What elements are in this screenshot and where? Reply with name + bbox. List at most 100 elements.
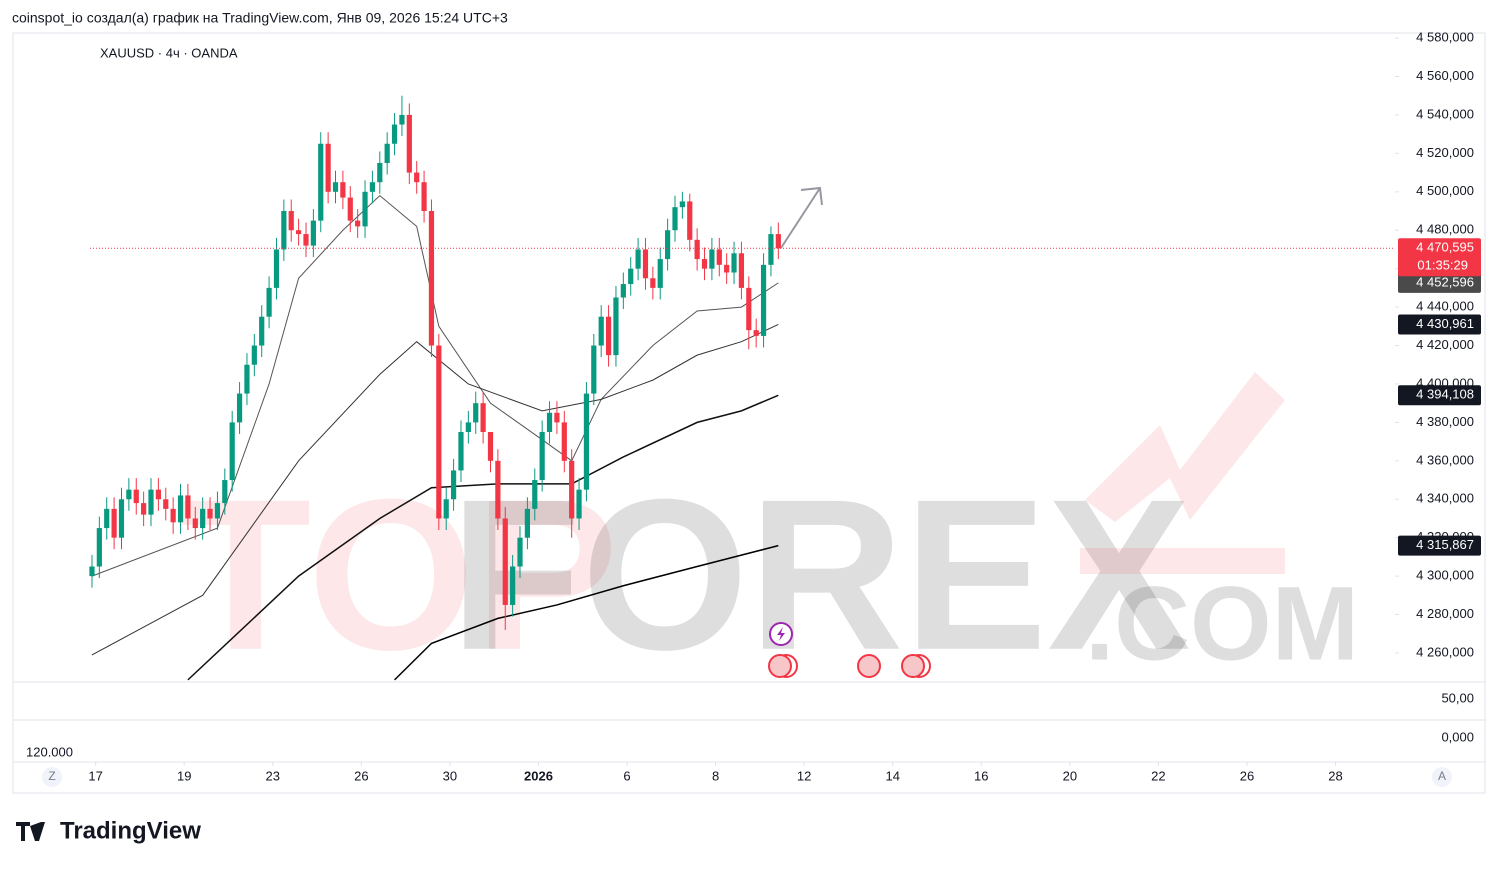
candle-body <box>546 412 553 433</box>
candle-body <box>554 412 560 423</box>
candle-body <box>576 489 582 519</box>
candle-body <box>369 182 376 192</box>
y-tick-label: 4 540,000 <box>1416 106 1474 121</box>
candle-body <box>281 211 287 250</box>
x-tick-label: 14 <box>885 768 899 783</box>
event-icon[interactable] <box>857 654 881 678</box>
x-tick-label: 2026 <box>524 768 553 783</box>
candle-body <box>406 114 412 173</box>
candle-body <box>163 499 169 509</box>
event-icon[interactable] <box>901 654 925 678</box>
candle-body <box>296 230 302 235</box>
candle-body <box>236 393 243 423</box>
candle-body <box>679 201 685 208</box>
candle-body <box>104 508 110 529</box>
y-tick-label: 4 380,000 <box>1416 414 1474 429</box>
axis-button-label[interactable]: Z <box>48 769 55 783</box>
price-label: 4 315,867 <box>1416 537 1474 552</box>
candle-body <box>170 508 176 523</box>
watermark-text: FOREX <box>450 454 1191 695</box>
y-tick-label: 4 440,000 <box>1416 299 1474 314</box>
price-label-box <box>1398 385 1481 406</box>
y-tick-label: 4 260,000 <box>1416 644 1474 659</box>
moving-average <box>394 544 779 681</box>
arrow-head <box>800 186 823 206</box>
watermark-bar <box>1080 548 1285 574</box>
candle-body <box>510 566 516 605</box>
y-tick-label: 4 340,000 <box>1416 491 1474 506</box>
candle-body <box>753 330 759 336</box>
candle-body <box>539 432 545 481</box>
logo-icon <box>16 822 45 841</box>
candle-body <box>760 264 767 336</box>
axis-button[interactable] <box>42 767 62 787</box>
candle-body <box>687 201 693 240</box>
candle-body <box>480 403 486 433</box>
x-tick-label: 6 <box>623 768 630 783</box>
candle-body <box>605 316 612 356</box>
candle-body <box>569 460 575 519</box>
candle-body <box>177 495 184 523</box>
events <box>768 622 931 678</box>
x-tick-label: 17 <box>88 768 102 783</box>
drawing-arrow <box>780 186 823 249</box>
candle-body <box>502 518 508 605</box>
candle-body <box>532 480 538 509</box>
candle-body <box>340 182 346 198</box>
current-price-box <box>1398 238 1481 277</box>
watermark: TOP FOREX .COM <box>180 372 1359 695</box>
y-tick-label: 4 420,000 <box>1416 337 1474 352</box>
candle-body <box>775 234 781 249</box>
price-label-box <box>1398 314 1481 335</box>
lower-pane-tick: 50,00 <box>1441 690 1474 705</box>
candle-body <box>155 489 161 500</box>
axis-button-label[interactable]: A <box>1438 769 1446 783</box>
y-tick-label: 4 300,000 <box>1416 568 1474 583</box>
candle-body <box>310 220 316 246</box>
x-tick-label: 22 <box>1151 768 1165 783</box>
price-label-box <box>1398 272 1481 293</box>
candle-body <box>126 489 132 500</box>
candle-body <box>96 528 102 567</box>
candle-body <box>746 287 752 331</box>
candle-body <box>214 503 221 519</box>
candle-body <box>251 345 257 365</box>
candle-body <box>399 114 405 125</box>
candle-body <box>591 345 597 394</box>
candle-body <box>487 432 494 461</box>
candle-body <box>665 230 671 260</box>
candle-body <box>642 249 649 279</box>
current-price-label: 4 470,595 <box>1416 240 1474 255</box>
candle-body <box>768 234 774 265</box>
candle-body <box>613 297 619 356</box>
candle-body <box>436 345 442 519</box>
x-tick-label: 8 <box>712 768 719 783</box>
candle-body <box>207 508 213 519</box>
lower-pane-label: 120.000 <box>26 744 73 759</box>
logo-text: TradingView <box>60 817 201 844</box>
plot-area <box>89 95 1395 681</box>
x-tick-label: 19 <box>177 768 191 783</box>
y-tick-label: 4 360,000 <box>1416 452 1474 467</box>
y-tick-label: 4 280,000 <box>1416 606 1474 621</box>
y-tick-label: 4 520,000 <box>1416 145 1474 160</box>
x-tick-label: 20 <box>1063 768 1077 783</box>
candle-body <box>465 422 471 433</box>
y-tick-label: 4 480,000 <box>1416 222 1474 237</box>
candle-body <box>362 191 368 227</box>
x-tick-label: 26 <box>1240 768 1254 783</box>
watermark-text: .COM <box>1085 566 1359 683</box>
candle-body <box>450 470 457 500</box>
candle-body <box>738 253 745 288</box>
candle-body <box>620 284 626 298</box>
candle-body <box>244 364 250 394</box>
candle-body <box>266 287 272 317</box>
axis-button[interactable] <box>1432 767 1452 787</box>
x-tick-label: 30 <box>443 768 457 783</box>
logo: TradingView <box>16 817 201 844</box>
event-icon[interactable] <box>768 654 792 678</box>
candle-body <box>724 264 730 273</box>
